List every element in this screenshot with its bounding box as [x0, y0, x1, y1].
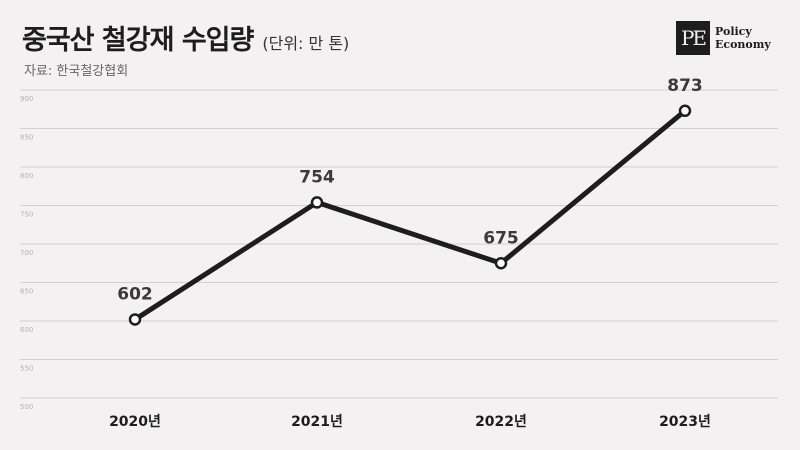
y-tick-label: 850	[20, 134, 33, 142]
logo-mark: PE	[676, 21, 710, 55]
data-source: 자료: 한국철강협회	[24, 64, 129, 79]
chart-title: 중국산 철강재 수입량	[22, 25, 254, 56]
x-tick-label: 2023년	[659, 414, 711, 430]
policy-economy-logo: PE Policy Economy	[676, 21, 771, 55]
data-label: 873	[667, 76, 703, 96]
y-tick-label: 700	[20, 249, 33, 257]
x-tick-label: 2020년	[109, 414, 161, 430]
logo-line-1: Policy	[715, 25, 752, 38]
logo-text: Policy Economy	[715, 25, 771, 51]
x-tick-label: 2022년	[475, 414, 527, 430]
y-tick-label: 900	[20, 95, 33, 103]
y-tick-label: 650	[20, 288, 33, 296]
title-block: 중국산 철강재 수입량 (단위: 만 톤)	[22, 18, 349, 57]
x-tick-label: 2021년	[291, 414, 343, 430]
data-label: 675	[483, 228, 519, 248]
y-tick-label: 500	[20, 403, 33, 411]
y-tick-label: 550	[20, 365, 33, 373]
y-tick-label: 600	[20, 326, 33, 334]
data-point	[128, 313, 142, 326]
grid-layer: 500 550 600 650 700 750 800 850 900	[20, 89, 778, 411]
data-point	[494, 257, 508, 270]
label-layer: 2020년 2021년 2022년 2023년 602 754 675 873	[109, 76, 711, 430]
y-tick-label: 800	[20, 172, 33, 180]
chart-unit: (단위: 만 톤)	[262, 34, 350, 53]
data-label: 754	[299, 167, 335, 187]
series-layer	[128, 104, 692, 326]
data-label: 602	[117, 284, 153, 304]
data-point	[310, 196, 324, 209]
series-line	[132, 108, 688, 322]
logo-line-2: Economy	[715, 38, 771, 51]
y-tick-label: 750	[20, 211, 33, 219]
data-point	[678, 104, 692, 118]
